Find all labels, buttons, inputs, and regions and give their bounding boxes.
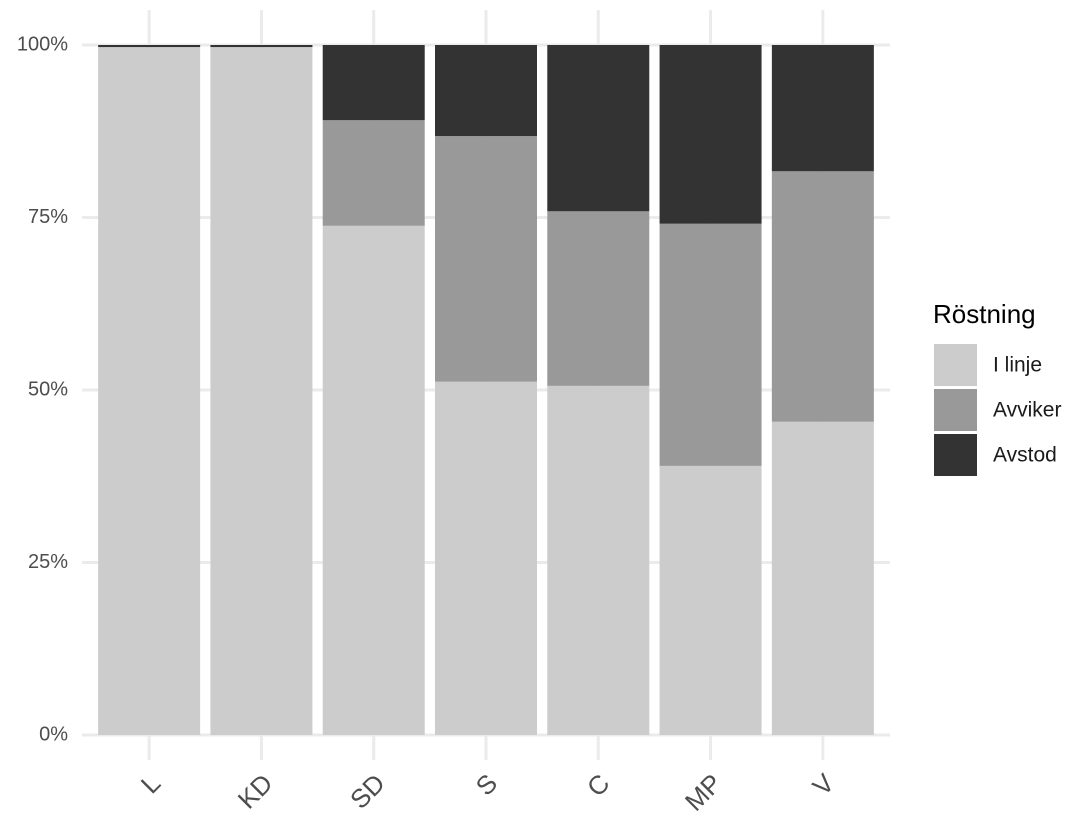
legend-label: I linje xyxy=(993,354,1042,377)
legend-key xyxy=(934,344,977,386)
bar-segment xyxy=(210,45,313,48)
bar-segment xyxy=(98,45,201,48)
legend-label: Avviker xyxy=(993,399,1061,422)
bar-segment xyxy=(322,225,425,735)
x-tick-label: S xyxy=(470,768,503,801)
bar-segment xyxy=(547,211,650,386)
bar-segment xyxy=(210,47,313,735)
y-tick-label: 50% xyxy=(28,378,68,400)
y-tick-label: 0% xyxy=(39,723,68,745)
bar-segment xyxy=(435,136,537,382)
legend-title: Röstning xyxy=(933,299,1036,329)
y-tick-label: 75% xyxy=(28,206,68,228)
legend-key xyxy=(934,389,977,431)
bar-segment xyxy=(98,47,201,735)
bar-segment xyxy=(659,45,762,224)
bar-segment xyxy=(659,465,762,735)
x-tick-label: MP xyxy=(679,768,728,817)
bar-segment xyxy=(771,421,874,735)
x-tick-label: L xyxy=(135,768,166,799)
x-tick-label: V xyxy=(806,767,840,801)
bar-segment xyxy=(771,171,874,422)
bar-segment xyxy=(771,45,874,172)
legend-key xyxy=(934,434,977,476)
bar-segment xyxy=(435,381,537,735)
bar-segment xyxy=(322,120,425,226)
y-tick-label: 25% xyxy=(28,551,68,573)
x-tick-label: SD xyxy=(344,768,391,815)
bar-segment xyxy=(547,385,650,735)
x-tick-label: KD xyxy=(232,768,279,815)
bar-segment xyxy=(659,223,762,466)
y-tick-label: 100% xyxy=(17,33,68,55)
legend-label: Avstod xyxy=(993,444,1057,467)
bar-segment xyxy=(322,45,425,121)
bar-segment xyxy=(435,45,537,137)
x-tick-label: C xyxy=(581,768,615,802)
bar-segment xyxy=(547,45,650,212)
